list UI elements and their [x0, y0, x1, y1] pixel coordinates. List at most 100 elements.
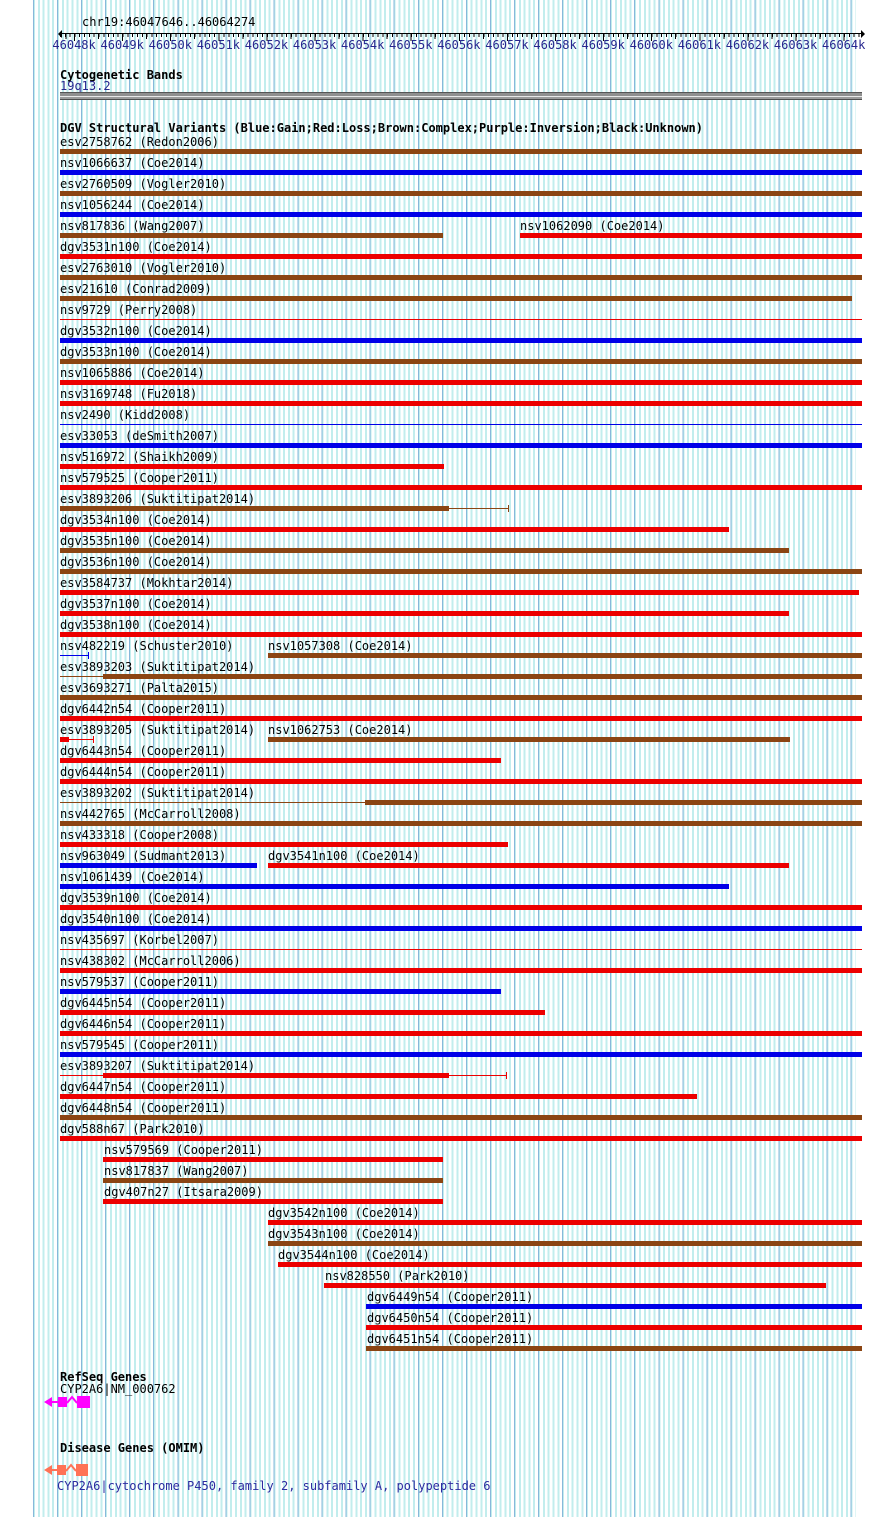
- dgv-variant-label[interactable]: nsv1057308 (Coe2014): [268, 639, 413, 653]
- dgv-variant-bar[interactable]: [103, 1073, 449, 1078]
- dgv-variant-label[interactable]: dgv6442n54 (Cooper2011): [60, 702, 227, 716]
- dgv-variant-bar[interactable]: [365, 800, 862, 805]
- dgv-variant-label[interactable]: dgv3538n100 (Coe2014): [60, 618, 212, 632]
- dgv-variant-label[interactable]: nsv1062753 (Coe2014): [268, 723, 413, 737]
- dgv-variant-bar[interactable]: [60, 884, 729, 889]
- dgv-variant-label[interactable]: nsv579545 (Cooper2011): [60, 1038, 219, 1052]
- dgv-variant-bar[interactable]: [60, 949, 862, 950]
- dgv-variant-bar[interactable]: [268, 1241, 862, 1246]
- dgv-variant-label[interactable]: nsv817836 (Wang2007): [60, 219, 205, 233]
- dgv-variant-bar[interactable]: [60, 863, 257, 868]
- omim-gene-description[interactable]: CYP2A6|cytochrome P450, family 2, subfam…: [57, 1479, 491, 1493]
- dgv-variant-label[interactable]: dgv3531n100 (Coe2014): [60, 240, 212, 254]
- dgv-variant-label[interactable]: dgv3543n100 (Coe2014): [268, 1227, 420, 1241]
- dgv-variant-label[interactable]: dgv407n27 (Itsara2009): [104, 1185, 263, 1199]
- dgv-variant-label[interactable]: dgv6445n54 (Cooper2011): [60, 996, 227, 1010]
- dgv-variant-label[interactable]: nsv442765 (McCarroll2008): [60, 807, 241, 821]
- dgv-variant-label[interactable]: esv2760509 (Vogler2010): [60, 177, 227, 191]
- dgv-variant-label[interactable]: nsv579525 (Cooper2011): [60, 471, 219, 485]
- dgv-variant-bar[interactable]: [60, 1136, 862, 1141]
- refseq-gene-label[interactable]: CYP2A6|NM_000762: [60, 1382, 176, 1396]
- dgv-variant-bar[interactable]: [60, 254, 862, 259]
- dgv-variant-bar[interactable]: [60, 149, 862, 154]
- dgv-variant-label[interactable]: dgv3533n100 (Coe2014): [60, 345, 212, 359]
- dgv-variant-label[interactable]: dgv588n67 (Park2010): [60, 1122, 205, 1136]
- dgv-variant-bar[interactable]: [268, 863, 789, 868]
- dgv-variant-label[interactable]: dgv6444n54 (Cooper2011): [60, 765, 227, 779]
- dgv-variant-bar[interactable]: [60, 401, 862, 406]
- dgv-variant-label[interactable]: nsv579537 (Cooper2011): [60, 975, 219, 989]
- dgv-variant-bar[interactable]: [60, 1010, 545, 1015]
- dgv-variant-bar[interactable]: [60, 716, 862, 721]
- dgv-variant-bar[interactable]: [60, 842, 508, 847]
- refseq-gene-glyph[interactable]: [44, 1394, 94, 1410]
- dgv-variant-label[interactable]: nsv1066637 (Coe2014): [60, 156, 205, 170]
- dgv-variant-bar[interactable]: [324, 1283, 826, 1288]
- dgv-variant-bar[interactable]: [60, 1075, 103, 1076]
- dgv-variant-label[interactable]: nsv435697 (Korbel2007): [60, 933, 219, 947]
- dgv-variant-label[interactable]: dgv6449n54 (Cooper2011): [367, 1290, 534, 1304]
- dgv-variant-bar[interactable]: [93, 736, 94, 743]
- dgv-variant-bar[interactable]: [60, 170, 862, 175]
- dgv-variant-bar[interactable]: [60, 590, 859, 595]
- dgv-variant-bar[interactable]: [60, 758, 501, 763]
- dgv-variant-bar[interactable]: [60, 926, 862, 931]
- dgv-variant-label[interactable]: nsv1065886 (Coe2014): [60, 366, 205, 380]
- dgv-variant-label[interactable]: esv3893202 (Suktitipat2014): [60, 786, 256, 800]
- dgv-variant-label[interactable]: dgv6446n54 (Cooper2011): [60, 1017, 227, 1031]
- dgv-variant-label[interactable]: nsv2490 (Kidd2008): [60, 408, 191, 422]
- dgv-variant-bar[interactable]: [60, 632, 862, 637]
- dgv-variant-bar[interactable]: [60, 968, 862, 973]
- dgv-variant-bar[interactable]: [60, 676, 103, 677]
- dgv-variant-label[interactable]: nsv817837 (Wang2007): [104, 1164, 249, 1178]
- dgv-variant-bar[interactable]: [60, 655, 88, 656]
- dgv-variant-bar[interactable]: [60, 359, 862, 364]
- cytoband-bar[interactable]: [60, 92, 862, 100]
- dgv-variant-label[interactable]: nsv1061439 (Coe2014): [60, 870, 205, 884]
- dgv-variant-bar[interactable]: [60, 319, 862, 320]
- dgv-variant-bar[interactable]: [103, 1178, 443, 1183]
- dgv-variant-bar[interactable]: [60, 1115, 862, 1120]
- dgv-variant-bar[interactable]: [60, 464, 444, 469]
- dgv-variant-bar[interactable]: [60, 1052, 862, 1057]
- dgv-variant-bar[interactable]: [366, 1346, 862, 1351]
- dgv-variant-label[interactable]: dgv3536n100 (Coe2014): [60, 555, 212, 569]
- dgv-variant-label[interactable]: esv3893206 (Suktitipat2014): [60, 492, 256, 506]
- dgv-variant-label[interactable]: dgv3542n100 (Coe2014): [268, 1206, 420, 1220]
- dgv-variant-bar[interactable]: [60, 275, 862, 280]
- dgv-variant-bar[interactable]: [103, 1157, 443, 1162]
- dgv-variant-label[interactable]: dgv6447n54 (Cooper2011): [60, 1080, 227, 1094]
- dgv-variant-bar[interactable]: [103, 1199, 443, 1204]
- dgv-variant-label[interactable]: dgv3539n100 (Coe2014): [60, 891, 212, 905]
- dgv-variant-bar[interactable]: [60, 424, 862, 425]
- dgv-variant-bar[interactable]: [60, 1094, 697, 1099]
- dgv-variant-label[interactable]: esv33053 (deSmith2007): [60, 429, 219, 443]
- dgv-variant-bar[interactable]: [60, 779, 862, 784]
- dgv-variant-bar[interactable]: [88, 652, 89, 659]
- dgv-variant-label[interactable]: nsv433318 (Cooper2008): [60, 828, 219, 842]
- dgv-variant-label[interactable]: esv21610 (Conrad2009): [60, 282, 212, 296]
- dgv-variant-bar[interactable]: [508, 505, 509, 512]
- dgv-variant-label[interactable]: esv2763010 (Vogler2010): [60, 261, 227, 275]
- dgv-variant-bar[interactable]: [103, 674, 862, 679]
- dgv-variant-bar[interactable]: [60, 548, 789, 553]
- dgv-variant-label[interactable]: dgv3537n100 (Coe2014): [60, 597, 212, 611]
- dgv-variant-label[interactable]: dgv6450n54 (Cooper2011): [367, 1311, 534, 1325]
- dgv-variant-label[interactable]: dgv3541n100 (Coe2014): [268, 849, 420, 863]
- dgv-variant-label[interactable]: esv3693271 (Palta2015): [60, 681, 219, 695]
- dgv-variant-label[interactable]: dgv6443n54 (Cooper2011): [60, 744, 227, 758]
- dgv-variant-bar[interactable]: [449, 508, 508, 509]
- dgv-variant-bar[interactable]: [60, 338, 862, 343]
- dgv-variant-bar[interactable]: [60, 380, 862, 385]
- dgv-variant-bar[interactable]: [60, 695, 862, 700]
- dgv-variant-bar[interactable]: [366, 1304, 862, 1309]
- dgv-variant-label[interactable]: dgv3534n100 (Coe2014): [60, 513, 212, 527]
- dgv-variant-bar[interactable]: [60, 611, 789, 616]
- dgv-variant-bar[interactable]: [69, 739, 93, 740]
- dgv-variant-bar[interactable]: [60, 569, 862, 574]
- dgv-variant-bar[interactable]: [520, 233, 862, 238]
- dgv-variant-bar[interactable]: [60, 443, 862, 448]
- dgv-variant-bar[interactable]: [268, 653, 862, 658]
- dgv-variant-bar[interactable]: [60, 212, 862, 217]
- dgv-variant-bar[interactable]: [268, 1220, 862, 1225]
